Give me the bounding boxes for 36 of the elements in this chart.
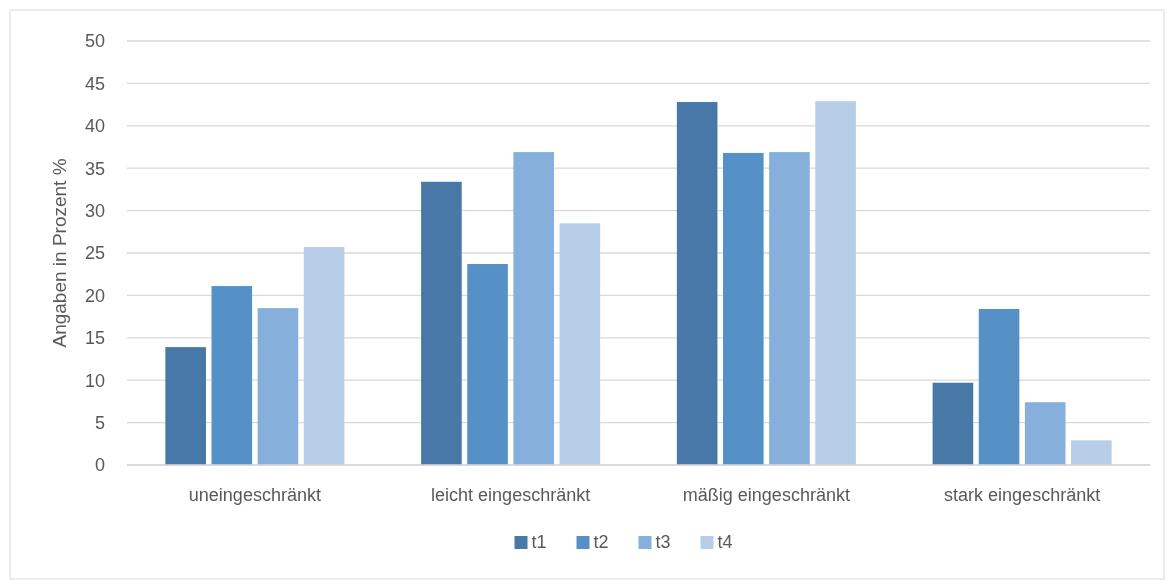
bar xyxy=(723,152,764,465)
bar xyxy=(1024,402,1066,465)
legend-label: t2 xyxy=(593,532,609,552)
y-tick-label: 25 xyxy=(84,243,105,264)
bar xyxy=(421,181,462,465)
bar xyxy=(467,264,508,465)
y-tick-label: 35 xyxy=(84,158,105,179)
bar xyxy=(676,102,718,465)
bar xyxy=(932,382,974,465)
y-tick-label: 45 xyxy=(84,73,105,94)
x-tick-label: leicht eingeschränkt xyxy=(431,485,591,505)
x-tick-label: stark eingeschränkt xyxy=(944,485,1101,505)
bar xyxy=(303,247,345,465)
y-tick-label: 50 xyxy=(84,31,105,52)
bar xyxy=(165,347,206,465)
y-tick-label: 0 xyxy=(94,455,105,476)
bar xyxy=(815,101,856,465)
y-tick-label: 5 xyxy=(94,412,105,433)
y-tick-label: 20 xyxy=(84,285,105,306)
bar xyxy=(211,286,253,465)
bar xyxy=(1071,440,1112,465)
y-tick-label: 30 xyxy=(84,200,105,221)
y-tick-label: 15 xyxy=(84,328,105,349)
y-tick-label: 10 xyxy=(84,370,105,391)
bar xyxy=(978,308,1020,465)
x-tick-label: mäßig eingeschränkt xyxy=(682,485,850,505)
x-tick-label: uneingeschränkt xyxy=(188,485,321,505)
bar xyxy=(559,223,601,465)
y-axis-title: Angaben in Prozent % xyxy=(49,158,70,348)
y-tick-label: 40 xyxy=(84,116,105,137)
legend-label: t4 xyxy=(717,532,733,552)
legend-label: t1 xyxy=(531,532,547,552)
legend-label: t3 xyxy=(655,532,671,552)
bar xyxy=(513,152,554,465)
bar xyxy=(769,152,810,465)
bar xyxy=(257,308,299,465)
